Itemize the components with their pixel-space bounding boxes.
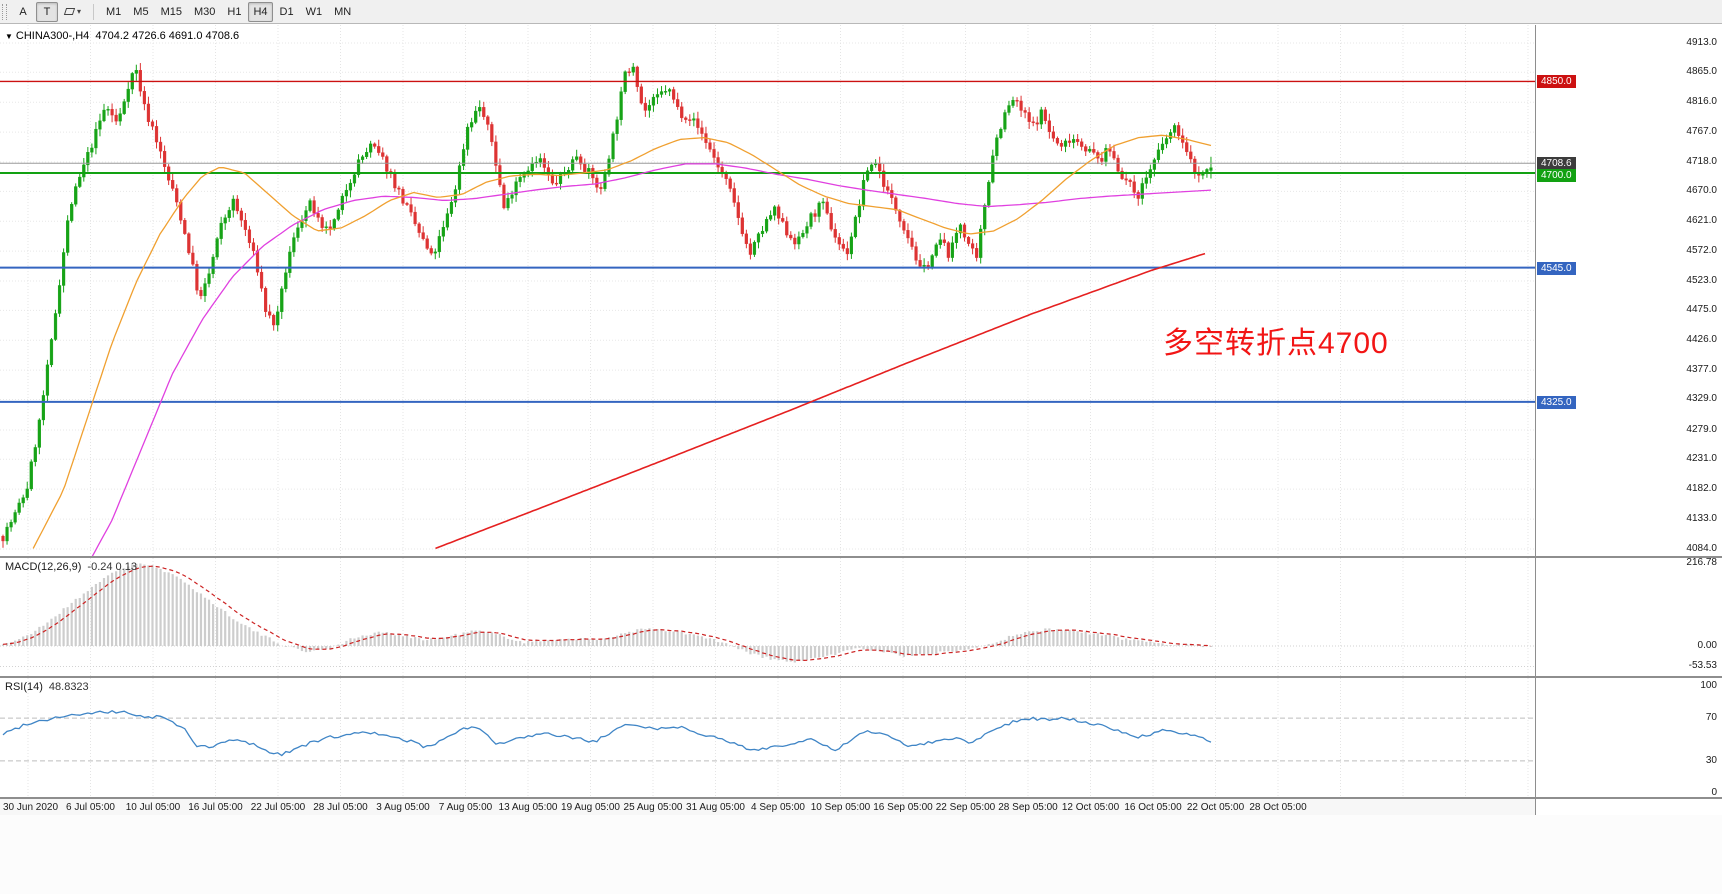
price-axis-tick: 4231.0 [1686,453,1717,465]
time-axis-label: 12 Oct 05:00 [1061,802,1120,813]
timeframe-mn-button[interactable]: MN [334,5,352,18]
time-axis-label: 30 Jun 2020 [3,802,59,813]
time-axis-label: 25 Aug 05:00 [623,802,683,813]
time-axis-label: 22 Sep 05:00 [935,802,996,813]
timeframe-bar: M1 M5 M15 M30 H1 H4 D1 W1 MN [100,1,357,22]
price-axis-tick: 4767.0 [1686,126,1717,138]
dropdown-caret-icon: ▾ [77,7,82,16]
price-axis-tick: 4718.0 [1686,156,1717,168]
price-axis-tick: 4377.0 [1686,364,1717,376]
price-axis-tick: 4133.0 [1686,513,1717,525]
rsi-scale[interactable]: 100 70 30 0 [1536,678,1722,798]
macd-label: MACD(12,26,9) -0.24 0.13 [5,561,137,573]
time-axis[interactable]: 30 Jun 2020 6 Jul 05:00 10 Jul 05:00 16 Jul… [0,799,1535,815]
ohlc-values: 4704.2 4726.6 4691.0 4708.6 [95,30,240,42]
price-axis-tick: 4670.0 [1686,185,1717,197]
price-axis-tick: 4523.0 [1686,275,1717,287]
macd-axis-tick: 216.78 [1686,557,1717,568]
time-axis-label: 22 Oct 05:00 [1186,802,1245,813]
time-axis-label: 16 Jul 05:00 [188,802,243,813]
rsi-params: RSI(14) [5,681,43,693]
time-axis-label: 13 Aug 05:00 [498,802,558,813]
rsi-axis-tick: 30 [1705,754,1717,766]
price-level-label: 4850.0 [1537,75,1576,89]
timeframe-m15-button[interactable]: M15 [160,5,182,18]
time-axis-label: 6 Jul 05:00 [66,802,115,813]
toolbar-separator [93,3,95,20]
timeframe-m30-button[interactable]: M30 [193,5,216,18]
macd-params: MACD(12,26,9) [5,561,82,573]
macd-panel[interactable]: MACD(12,26,9) -0.24 0.13 [0,558,1535,676]
text-label-tool-button[interactable]: A [19,5,27,18]
time-axis-label: 3 Aug 05:00 [376,802,430,813]
rsi-canvas[interactable] [0,678,1535,797]
time-axis-label: 28 Jul 05:00 [313,802,368,813]
time-axis-label: 28 Sep 05:00 [998,802,1058,813]
price-axis-tick: 4572.0 [1686,245,1717,257]
rsi-axis-tick: 100 [1700,680,1717,691]
time-axis-label: 19 Aug 05:00 [561,802,620,813]
time-axis-label: 28 Oct 05:00 [1249,802,1307,813]
time-axis-label: 10 Sep 05:00 [810,802,871,813]
scale-separator[interactable] [1535,25,1536,815]
price-axis-tick: 4913.0 [1686,37,1717,48]
window-background [0,815,1722,894]
time-axis-label: 22 Jul 05:00 [250,802,306,813]
top-toolbar: A T ▾ M1 M5 M15 M30 H1 H4 D1 W1 MN [0,0,1722,24]
timeframe-w1-button[interactable]: W1 [305,5,323,18]
symbol-name: CHINA300-,H4 [15,30,90,42]
rsi-value: 48.8323 [48,681,89,693]
price-axis-tick: 4279.0 [1686,423,1717,435]
panel-divider[interactable] [0,556,1722,558]
price-level-label: 4708.6 [1537,156,1576,170]
macd-canvas[interactable] [0,558,1535,676]
price-axis-tick: 4816.0 [1686,96,1717,108]
timeframe-m1-button[interactable]: M1 [106,5,122,18]
timeframe-h1-button[interactable]: H1 [227,5,242,18]
time-axis-label: 4 Sep 05:00 [751,802,805,813]
chart-title: ▼ CHINA300-,H4 4704.2 4726.6 4691.0 4708.… [5,30,239,42]
shapes-tool-button[interactable]: ▾ [60,2,86,22]
panel-divider[interactable] [0,676,1722,678]
timeframe-m5-button[interactable]: M5 [133,5,149,18]
time-axis-label: 16 Oct 05:00 [1124,802,1182,813]
price-axis-tick: 4865.0 [1686,66,1717,78]
text-tool-button[interactable]: T [36,1,58,22]
price-axis-tick: 4182.0 [1686,483,1717,495]
chart-annotation-text[interactable]: 多空转折点4700 [1163,327,1389,360]
time-axis-label: 7 Aug 05:00 [438,802,493,813]
toolbar-grip[interactable] [2,3,7,20]
price-axis-tick: 4621.0 [1686,215,1717,227]
time-axis-label: 31 Aug 05:00 [686,802,745,813]
panel-divider [0,797,1722,799]
rsi-label: RSI(14) 48.8323 [5,681,89,693]
time-axis-label: 16 Sep 05:00 [873,802,933,813]
rsi-panel[interactable]: RSI(14) 48.8323 [0,678,1535,797]
price-level-label: 4545.0 [1537,261,1576,275]
price-level-label: 4325.0 [1537,395,1576,409]
macd-values: -0.24 0.13 [87,561,137,573]
main-chart-panel[interactable]: ▼ CHINA300-,H4 4704.2 4726.6 4691.0 4708.… [0,25,1535,556]
price-axis-tick: 4475.0 [1686,304,1717,316]
price-level-label: 4700.0 [1537,169,1576,182]
macd-axis-tick: -53.53 [1688,660,1717,672]
time-axis-label: 10 Jul 05:00 [125,802,181,813]
timeframe-d1-button[interactable]: D1 [279,5,294,18]
rsi-axis-tick: 70 [1705,712,1717,724]
macd-scale[interactable]: 216.78 0.00 -53.53 [1536,558,1722,676]
timeframe-h4-button[interactable]: H4 [248,1,273,22]
shape-icon [63,8,76,15]
price-axis-tick: 4426.0 [1686,334,1717,346]
main-chart-canvas[interactable] [0,25,1535,556]
macd-axis-tick: 0.00 [1697,640,1717,651]
price-axis-tick: 4329.0 [1686,393,1717,405]
price-scale[interactable]: 4913.0 4865.0 4816.0 4767.0 4718.0 4670.0 4621… [1536,25,1722,556]
rsi-axis-tick: 0 [1711,787,1717,798]
symbol-caret-icon[interactable]: ▼ [5,32,13,41]
price-axis-tick: 4084.0 [1686,543,1717,554]
